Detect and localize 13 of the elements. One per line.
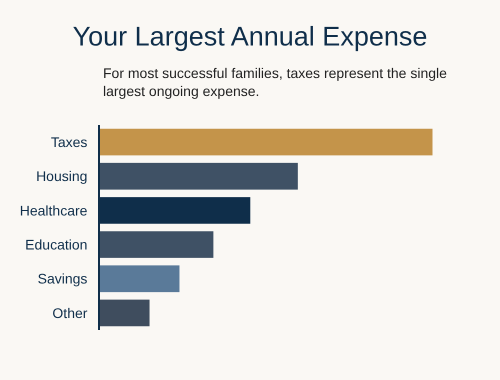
y-tick-label: Other bbox=[52, 304, 88, 321]
bar bbox=[100, 128, 432, 156]
chart-subtitle: For most successful families, taxes represent the single largest ongoing expense. bbox=[103, 65, 448, 100]
y-tick-label: Healthcare bbox=[20, 202, 88, 218]
y-tick-label: Education bbox=[25, 236, 88, 252]
bar bbox=[100, 231, 214, 258]
y-tick-label: Housing bbox=[36, 168, 88, 184]
bar bbox=[100, 300, 150, 326]
chart-title: Your Largest Annual Expense bbox=[72, 22, 428, 52]
bar bbox=[100, 265, 180, 292]
y-tick-label: Savings bbox=[38, 270, 88, 287]
bar bbox=[100, 162, 298, 190]
y-tick-label: Taxes bbox=[50, 134, 88, 150]
